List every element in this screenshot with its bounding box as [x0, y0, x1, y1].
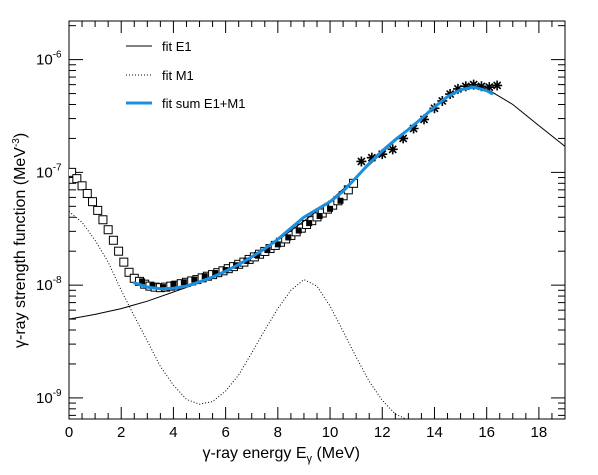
x-tick-label: 0: [65, 424, 73, 441]
data-point-open-square: [72, 174, 82, 184]
legend-label-fit-sum: fit sum E1+M1: [162, 96, 245, 111]
data-point-star: [452, 83, 463, 94]
data-point-filled-square: [139, 278, 146, 285]
x-tick-label: 10: [322, 424, 339, 441]
legend: fit E1 fit M1 fit sum E1+M1: [126, 39, 245, 111]
series-line-fit-m1: [69, 211, 407, 419]
data-point-filled-square: [295, 227, 302, 234]
data-point-filled-square: [274, 241, 281, 248]
data-point-star: [398, 133, 409, 144]
data-point-star: [484, 82, 495, 93]
data-point-filled-square: [201, 273, 208, 280]
data-point-star: [419, 114, 430, 125]
x-tick-label: 16: [478, 424, 495, 441]
x-tick-label: 12: [374, 424, 391, 441]
data-point-filled-square: [264, 246, 271, 253]
data-point-open-square: [108, 235, 118, 245]
y-axis-title: γ-ray strength function (MeV-3): [11, 133, 29, 348]
x-axis: 0 2 4 6 8 10 12 14 16 18: [65, 21, 566, 441]
data-point-star: [408, 123, 419, 134]
x-tick-label: 6: [221, 424, 229, 441]
data-point-filled-square: [316, 213, 323, 220]
data-point-open-square: [119, 257, 129, 267]
data-point-open-square: [114, 246, 124, 256]
data-point-star: [492, 80, 503, 91]
y-tick-label: 10-6: [36, 50, 62, 69]
data-point-star: [377, 149, 388, 160]
y-tick-label: 10-8: [36, 275, 62, 294]
x-tick-label: 14: [426, 424, 443, 441]
data-point-open-square: [82, 188, 92, 198]
data-point-open-square: [103, 225, 113, 235]
data-point-star: [460, 81, 471, 92]
data-point-filled-square: [327, 205, 334, 212]
x-axis-title: γ-ray energy Eγ (MeV): [202, 445, 360, 465]
y-tick-label: 10-7: [36, 162, 62, 181]
x-tick-label: 2: [117, 424, 125, 441]
data-point-star: [476, 81, 487, 92]
series-layer: [69, 79, 565, 419]
x-tick-label: 18: [531, 424, 548, 441]
legend-label-fit-e1: fit E1: [162, 39, 192, 54]
x-tick-label: 8: [274, 424, 282, 441]
data-point-filled-square: [285, 234, 292, 241]
data-point-open-square: [93, 205, 103, 215]
series-line-fit-sum-e1-m1: [132, 85, 494, 291]
data-point-filled-square: [170, 281, 177, 288]
data-point-star: [387, 144, 398, 155]
data-point-star: [366, 152, 377, 163]
data-point-open-square: [87, 197, 97, 207]
data-point-open-square: [98, 215, 108, 225]
data-point-star: [356, 156, 367, 167]
x-tick-label: 4: [169, 424, 177, 441]
data-point-star: [468, 79, 479, 90]
legend-label-fit-m1: fit M1: [162, 68, 194, 83]
data-point-filled-square: [306, 220, 313, 227]
data-point-open-square: [124, 267, 134, 277]
data-point-filled-square: [337, 197, 344, 204]
data-point-filled-square: [149, 282, 156, 289]
data-point-open-square: [69, 167, 77, 177]
y-axis: 10-9 10-8 10-7 10-6: [36, 25, 565, 416]
y-tick-label: 10-9: [36, 388, 62, 407]
data-point-filled-square: [191, 276, 198, 283]
data-point-filled-square: [212, 270, 219, 277]
data-point-open-square: [77, 181, 87, 191]
data-point-filled-square: [180, 279, 187, 286]
